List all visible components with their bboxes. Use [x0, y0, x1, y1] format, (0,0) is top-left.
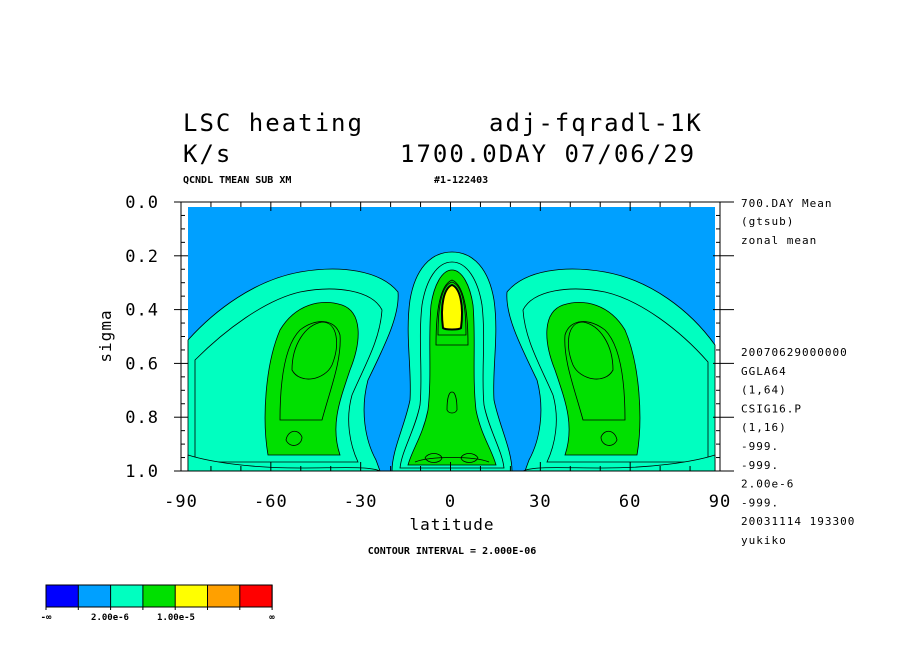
- experiment-name: adj-fqradl-1K: [489, 109, 703, 137]
- info-line: 20070629000000: [741, 346, 848, 359]
- info-line: 20031114 193300: [741, 515, 855, 528]
- info-line: CSIG16.P: [741, 402, 802, 415]
- contour-fill-left-5: [291, 321, 337, 380]
- contour-fills: [187, 251, 716, 472]
- contour-fill-bottom-right: [522, 454, 716, 472]
- colorbar-swatch: [142, 585, 176, 607]
- colorbar-label-min: -∞: [41, 613, 52, 623]
- y-tick-label: 0.6: [125, 354, 159, 374]
- contour-fill-bottom-left: [187, 454, 381, 472]
- contour-fill-left-6: [285, 430, 303, 446]
- info-metadata: 20070629000000 GGLA64 (1,64) CSIG16.P (1,16)…: [741, 346, 855, 547]
- info-line: -999.: [741, 440, 779, 453]
- x-tick-label: 30: [529, 492, 551, 512]
- colorbar-label-high: 1.00e-5: [157, 613, 195, 623]
- colorbar-label-low: 2.00e-6: [91, 613, 129, 623]
- x-tick-label: -90: [164, 492, 198, 512]
- x-tick-label: -60: [254, 492, 288, 512]
- time-label: 1700.0DAY 07/06/29: [400, 140, 696, 168]
- y-axis-label: sigma: [96, 309, 115, 362]
- variable-description: QCNDL TMEAN SUB XM: [183, 175, 291, 186]
- contour-fill-right-6: [600, 430, 618, 446]
- x-tick-label: 60: [619, 492, 641, 512]
- colorbar-label-max: ∞: [269, 613, 275, 623]
- colorbar-swatch: [175, 585, 208, 607]
- info-zonal: zonal mean: [741, 234, 817, 247]
- contour-fill-equator-peak: [441, 283, 463, 331]
- units-label: K/s: [183, 140, 232, 168]
- x-tick-label: 90: [709, 492, 731, 512]
- contour-line-equator-base: [414, 457, 490, 463]
- chart-title: LSC heating: [183, 109, 364, 137]
- info-source: (gtsub): [741, 215, 794, 228]
- contour-interval-label: CONTOUR INTERVAL = 2.000E-06: [368, 546, 537, 557]
- run-id: #1-122403: [434, 175, 488, 186]
- axis-ticks: [174, 201, 734, 472]
- y-tick-label: 0.0: [125, 193, 159, 213]
- info-line: (1,16): [741, 421, 787, 434]
- colorbar-swatch: [78, 585, 111, 607]
- y-tick-labels: 0.0 0.2 0.4 0.6 0.8 1.0: [125, 193, 159, 482]
- colorbar-swatch: [110, 585, 143, 607]
- info-line: yukiko: [741, 534, 787, 547]
- colorbar-swatch: [46, 585, 79, 607]
- info-line: 2.00e-6: [741, 478, 794, 491]
- y-tick-label: 0.8: [125, 408, 159, 428]
- y-tick-label: 0.4: [125, 301, 159, 321]
- contour-fill-equator-mid: [446, 391, 458, 414]
- colorbar-swatch: [207, 585, 240, 607]
- y-tick-label: 1.0: [125, 462, 159, 482]
- contour-fill-right-5: [568, 321, 614, 380]
- info-line: GGLA64: [741, 365, 787, 378]
- x-tick-labels: -90 -60 -30 0 30 60 90: [164, 492, 731, 512]
- x-tick-label: 0: [445, 492, 456, 512]
- colorbar-swatch: [239, 585, 273, 607]
- colorbar: [45, 584, 273, 610]
- x-tick-label: -30: [344, 492, 378, 512]
- info-line: -999.: [741, 459, 779, 472]
- y-tick-label: 0.2: [125, 247, 159, 267]
- info-line: (1,64): [741, 384, 787, 397]
- x-axis-label: latitude: [409, 515, 494, 534]
- contour-fill-equator-3: [407, 269, 497, 466]
- info-mean: 700.DAY Mean: [741, 197, 832, 210]
- info-line: -999.: [741, 496, 779, 509]
